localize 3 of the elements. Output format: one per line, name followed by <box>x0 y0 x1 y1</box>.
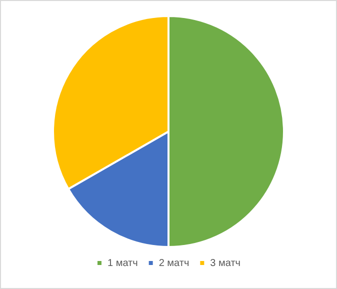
legend-label: 3 матч <box>210 258 241 269</box>
legend-label: 1 матч <box>107 258 138 269</box>
legend-label: 2 матч <box>158 258 190 269</box>
